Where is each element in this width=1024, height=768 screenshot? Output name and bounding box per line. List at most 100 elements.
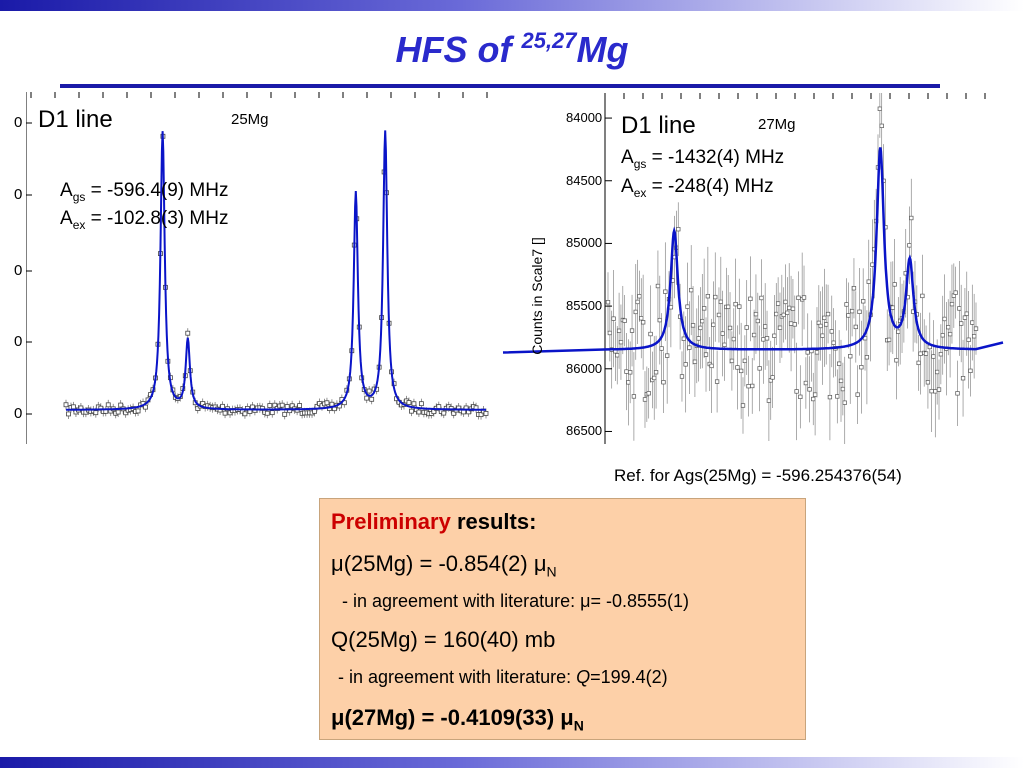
left-data-point (118, 402, 124, 408)
left-y-tick-label: 0 (14, 186, 23, 203)
right-data-point (611, 316, 616, 321)
right-data-point (955, 391, 960, 396)
left-data-point (123, 410, 129, 416)
top-gradient-bar (0, 0, 1024, 11)
right-data-point (709, 363, 714, 369)
reference-note: Ref. for Ags(25Mg) = -596.254376(54) (614, 466, 902, 485)
left-data-point (105, 402, 111, 408)
right-data-point (788, 321, 794, 326)
right-data-point (763, 324, 768, 329)
right-data-point (883, 225, 888, 230)
right-data-point (729, 358, 735, 364)
right-data-point (916, 360, 921, 366)
left-data-point (71, 404, 76, 410)
right-data-point (870, 262, 875, 267)
right-data-point (733, 301, 738, 307)
right-y-tick-label: 84000 (566, 110, 603, 126)
left-data-point (441, 410, 447, 416)
left-data-point (115, 409, 121, 415)
right-data-point (809, 348, 814, 354)
left-data-point (264, 410, 270, 416)
right-data-point (785, 310, 790, 315)
right-data-point (607, 330, 612, 336)
left-data-point (222, 410, 228, 416)
right-data-point (837, 361, 842, 366)
right-data-point (964, 311, 969, 316)
right-data-point (640, 320, 646, 325)
right-data-point (685, 304, 690, 309)
right-data-point (633, 309, 638, 315)
right-data-point (827, 394, 833, 400)
right-data-point (798, 394, 803, 399)
right-data-point (901, 309, 907, 314)
right-y-tick-label: 84500 (566, 172, 603, 188)
right-data-point (807, 387, 812, 392)
right-data-point (920, 293, 925, 299)
right-data-point (824, 322, 829, 327)
right-data-point (740, 403, 746, 408)
right-data-point (652, 375, 657, 381)
right-data-point (683, 362, 688, 367)
right-data-point (872, 246, 877, 252)
right-data-point (875, 165, 881, 170)
right-data-point (663, 289, 668, 294)
right-data-point (929, 388, 934, 394)
left-y-tick-label: 0 (14, 405, 23, 422)
left-data-point (282, 411, 288, 417)
right-data-point (674, 245, 679, 250)
right-data-point (833, 346, 838, 351)
right-data-point (835, 394, 840, 399)
right-data-point (909, 215, 914, 221)
right-data-point (672, 254, 677, 260)
right-data-point (811, 396, 816, 402)
right-data-point (831, 340, 836, 345)
right-data-point (783, 299, 788, 305)
right-data-point (726, 304, 731, 309)
right-data-point (933, 389, 938, 394)
right-data-point (942, 316, 947, 322)
right-data-point (655, 283, 661, 289)
left-data-point (284, 404, 290, 409)
left-data-point (143, 404, 148, 410)
right-data-point (681, 336, 686, 341)
right-data-point (657, 317, 662, 323)
right-data-point (666, 296, 672, 302)
right-data-point (622, 318, 627, 323)
right-data-point (946, 325, 951, 330)
left-data-point (289, 403, 295, 409)
right-data-point (923, 351, 929, 356)
right-data-point (877, 106, 882, 111)
left-data-point (478, 412, 484, 418)
right-data-point (953, 290, 958, 295)
right-data-point (968, 368, 973, 373)
left-ags-value: Ags = -596.4(9) MHz (60, 180, 229, 204)
right-data-point (840, 386, 846, 392)
right-data-point (742, 358, 747, 363)
right-data-point (639, 316, 644, 321)
right-data-point (787, 305, 792, 311)
left-data-point (242, 411, 248, 417)
left-data-point (324, 400, 330, 406)
left-data-point (63, 402, 69, 408)
right-data-point (970, 320, 975, 325)
right-data-point (653, 370, 659, 375)
right-data-point (935, 369, 940, 375)
right-data-point (910, 309, 916, 314)
results-box: Preliminary results: μ(25Mg) = -0.854(2)… (319, 498, 806, 740)
left-fit-curve (66, 130, 486, 411)
right-data-point (838, 378, 844, 384)
right-data-point (844, 302, 849, 307)
right-data-point (711, 322, 716, 327)
right-data-point (805, 350, 810, 355)
right-data-point (796, 295, 801, 300)
right-d1-line-label: D1 line (621, 112, 696, 139)
left-data-point (416, 409, 422, 415)
right-data-point (705, 294, 711, 299)
right-data-point (936, 387, 942, 392)
right-data-point (605, 300, 611, 305)
right-data-point (859, 365, 864, 370)
plot-27mg (604, 93, 1004, 444)
right-data-point (820, 333, 825, 338)
left-y-tick-label: 0 (14, 333, 23, 350)
slide-title: HFS of 25,27Mg (395, 28, 629, 70)
